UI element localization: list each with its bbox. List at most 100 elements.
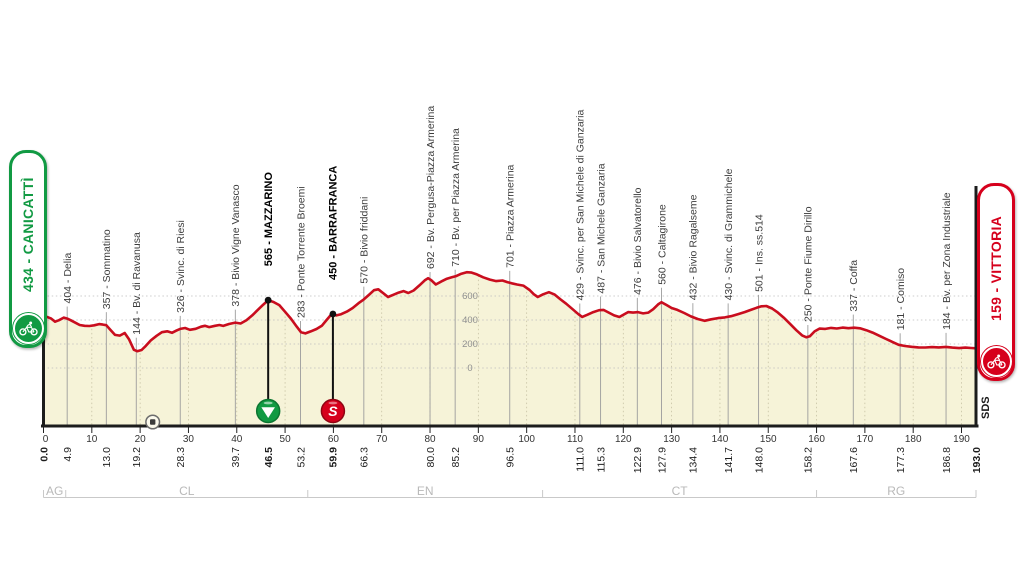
axis-tick-label: 60 [328,434,340,445]
km-progress-label: 167.6 [848,447,860,473]
waypoint-label: 476 - Bivio Salvatorello [632,187,644,295]
province-label: CL [179,484,195,498]
waypoint-label: 570 - Bivio friddani [359,197,371,284]
elevation-scale-label: 0 [467,363,472,374]
axis-tick-label: 180 [905,434,922,445]
axis-tick-label: 50 [280,434,292,445]
province-label: CT [672,484,689,498]
waypoint-label: 404 - Delia [62,253,74,304]
axis-tick-label: 0 [43,434,49,445]
axis-tick-label: 80 [424,434,436,445]
start-badge: 434 - CANICATTÌ [9,150,47,348]
finish-cyclist-circle [980,346,1012,377]
credit-sds: SDS [980,396,992,419]
axis-tick-label: 90 [473,434,485,445]
elevation-scale-label: 200 [462,339,478,350]
waypoint-label: 692 - Bv. Pergusa-Piazza Armerina [425,106,437,269]
km-progress-label: 0.0 [38,447,50,462]
waypoint-label: 432 - Bivio Ragalseme [688,194,700,300]
axis-tick-label: 110 [567,434,583,445]
axis-tick-label: 130 [663,434,680,445]
waypoint-label: 184 - Bv. per Zona Industriale [941,192,953,330]
waypoint-label: 429 - Svinc. per San Michele di Ganzaria [575,109,587,300]
km-progress-label: 80.0 [425,447,437,468]
axis-tick-label: 70 [376,434,388,445]
km-progress-label: 13.0 [101,447,113,468]
km-progress-label: 19.2 [131,447,143,468]
cyclist-icon [18,321,38,336]
waypoint-label: 250 - Ponte Fiume Dirillo [803,206,815,322]
province-label: RG [887,484,905,498]
km-progress-label: 127.9 [656,447,668,473]
start-badge-label: 434 - CANICATTÌ [20,177,36,293]
waypoint-label: 337 - Coffa [848,260,860,312]
km-progress-label: 66.3 [359,447,371,468]
km-progress-label: 4.9 [62,447,74,462]
waypoint-label: 450 - BARRAFRANCA [328,166,340,280]
km-progress-label: 134.4 [688,447,700,473]
axis-tick-label: 40 [231,434,243,445]
km-progress-label: 59.9 [328,447,340,468]
axis-tick-label: 10 [86,434,98,445]
axis-tick-label: 190 [953,434,970,445]
sprint-marker: S [320,398,346,424]
waypoint-label: 283 - Ponte Torrente Broemi [295,186,307,318]
axis-tick-label: 160 [808,434,825,445]
axis-tick-label: 100 [518,434,535,445]
highlight [328,401,338,405]
km-progress-label: 186.8 [941,447,953,473]
finish-badge-label: 159 - VITTORIA [988,215,1004,321]
km-progress-label: 148.0 [753,447,765,473]
red-circle-icon [320,398,346,424]
waypoint-label: 560 - Caltagirone [656,204,668,285]
waypoint-label: 144 - Bv. di Ravanusa [131,232,143,335]
km-progress-label: 177.3 [895,447,907,473]
waypoint-label: 565 - MAZZARINO [263,172,275,267]
feed-zone-icon [145,414,161,430]
km-progress-label: 46.5 [263,447,275,468]
elevation-scale-label: 400 [462,315,478,326]
province-label: AG [46,484,63,498]
waypoint-label: 501 - Ins. ss.514 [753,214,765,292]
km-progress-label: 28.3 [175,447,187,468]
axis-tick-label: 140 [712,434,729,445]
waypoint-label: 487 - San Michele Ganzaria [595,163,607,293]
waypoint-label: 357 - Sommatino [101,229,113,309]
waypoint-label: 710 - Bv. per Piazza Armerina [450,128,462,267]
km-progress-label: 53.2 [295,447,307,468]
finish-badge: 159 - VITTORIA [977,183,1015,381]
km-progress-label: 111.0 [575,447,587,472]
highlight [263,401,273,405]
km-progress-label: 85.2 [450,447,462,468]
km-progress-label: 158.2 [803,447,815,473]
elevation-scale-label: 600 [462,291,478,302]
intermediate-checkpoint-marker [255,398,281,424]
marker-dot [329,310,337,318]
province-label: EN [417,484,434,498]
waypoint-label: 430 - Svinc. di Grammichele [723,168,735,300]
km-progress-label: 122.9 [632,447,644,473]
km-progress-label: 39.7 [230,447,242,468]
km-progress-label: 115.3 [595,447,607,473]
axis-tick-label: 120 [615,434,632,445]
waypoint-label: 378 - Bivio Vigne Vanasco [230,184,242,306]
feed-zone-center [149,419,156,425]
marker-dot [264,296,272,304]
axis-tick-label: 30 [183,434,195,445]
axis-tick-label: 20 [135,434,147,445]
km-progress-label: 141.7 [723,447,735,473]
km-progress-label: 96.5 [505,447,517,468]
axis-tick-label: 150 [760,434,777,445]
sprint-s-icon: S [328,403,338,419]
profile-line [42,270,978,353]
start-cyclist-circle [12,313,44,344]
waypoint-label: 181 - Comiso [895,268,907,331]
waypoint-label: 701 - Piazza Armerina [505,164,517,267]
triangle-down-icon [261,407,275,418]
km-progress-label: 193.0 [971,447,983,473]
waypoint-label: 326 - Svinc. di Riesi [175,220,187,313]
axis-tick-label: 170 [857,434,874,445]
cyclist-icon [986,354,1006,369]
